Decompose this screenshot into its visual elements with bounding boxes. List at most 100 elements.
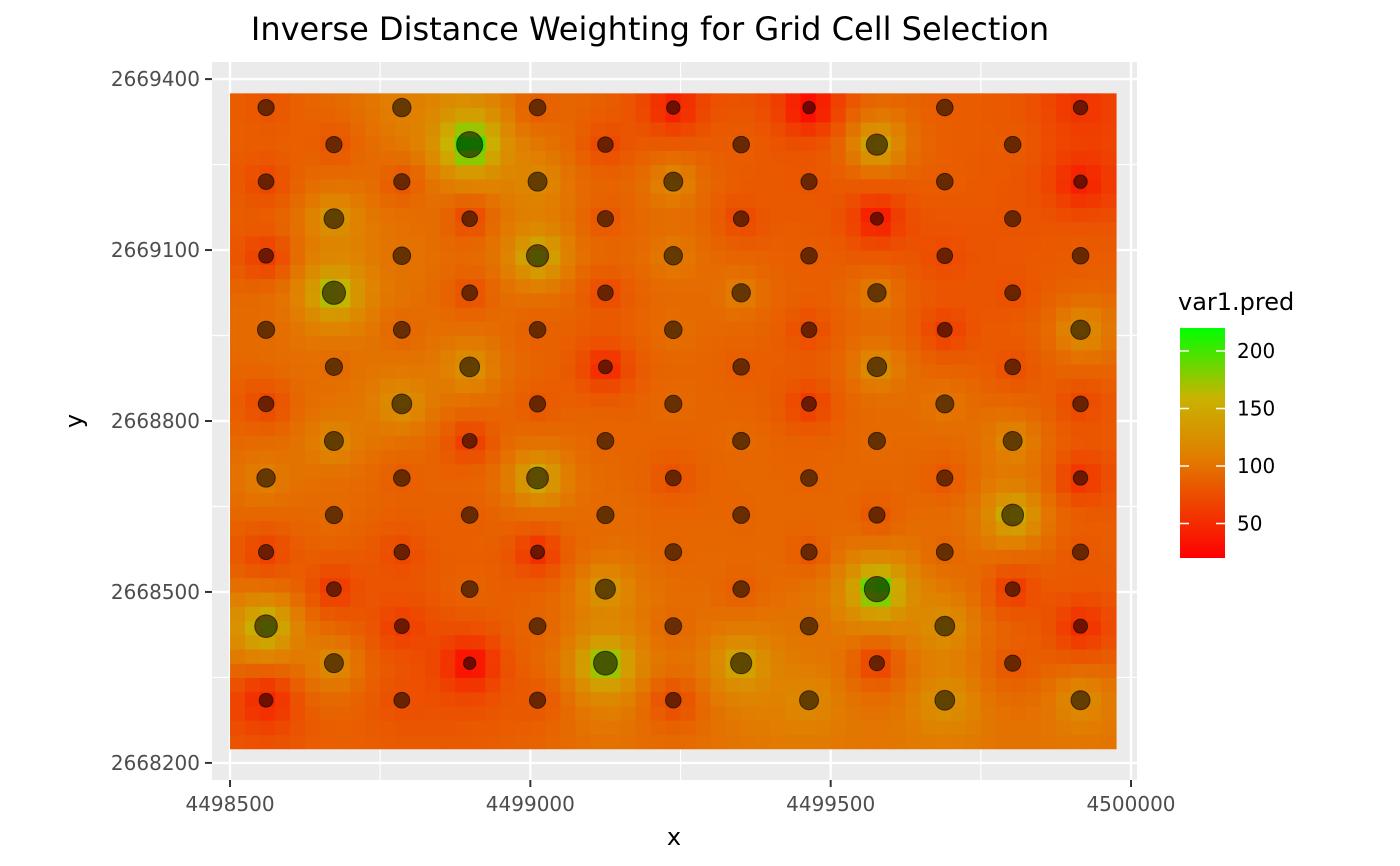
raster-cell (545, 293, 561, 308)
raster-cell (861, 692, 877, 707)
raster-cell (560, 336, 576, 351)
raster-cell (305, 136, 321, 151)
raster-cell (260, 720, 276, 735)
raster-cell (786, 264, 802, 279)
data-point (393, 321, 410, 338)
data-point (1073, 396, 1089, 412)
raster-cell (395, 720, 411, 735)
raster-cell (711, 250, 727, 265)
raster-cell (801, 364, 817, 379)
raster-cell (711, 393, 727, 408)
raster-cell (936, 592, 952, 607)
raster-cell (425, 250, 441, 265)
raster-cell (681, 435, 697, 450)
raster-cell (711, 293, 727, 308)
raster-cell (771, 279, 787, 294)
raster-cell (455, 563, 471, 578)
raster-cell (1071, 635, 1087, 650)
raster-cell (485, 108, 501, 123)
raster-cell (906, 521, 922, 536)
raster-cell (635, 706, 651, 721)
raster-cell (891, 378, 907, 393)
raster-cell (696, 264, 712, 279)
raster-cell (786, 207, 802, 222)
raster-cell (981, 336, 997, 351)
raster-cell (470, 606, 486, 621)
raster-cell (365, 706, 381, 721)
raster-cell (560, 321, 576, 336)
raster-cell (831, 336, 847, 351)
raster-cell (861, 563, 877, 578)
raster-cell (290, 364, 306, 379)
raster-cell (951, 578, 967, 593)
raster-cell (831, 592, 847, 607)
raster-cell (245, 293, 261, 308)
raster-cell (876, 734, 892, 749)
raster-cell (816, 606, 832, 621)
raster-cell (981, 563, 997, 578)
raster-cell (831, 179, 847, 194)
raster-cell (816, 122, 832, 137)
raster-cell (981, 663, 997, 678)
raster-cell (560, 563, 576, 578)
raster-cell (1086, 407, 1102, 422)
raster-cell (485, 321, 501, 336)
raster-cell (786, 407, 802, 422)
raster-cell (1086, 165, 1102, 180)
raster-cell (500, 464, 516, 479)
raster-cell (711, 464, 727, 479)
raster-cell (996, 734, 1012, 749)
raster-cell (545, 321, 561, 336)
raster-cell (756, 250, 772, 265)
raster-cell (1041, 307, 1057, 322)
raster-cell (771, 193, 787, 208)
raster-cell (605, 563, 621, 578)
raster-cell (410, 521, 426, 536)
raster-cell (500, 264, 516, 279)
raster-cell (620, 606, 636, 621)
raster-cell (545, 449, 561, 464)
raster-cell (560, 478, 576, 493)
raster-cell (350, 122, 366, 137)
raster-cell (951, 521, 967, 536)
raster-cell (665, 449, 681, 464)
raster-cell (410, 421, 426, 436)
raster-cell (1056, 706, 1072, 721)
raster-cell (951, 506, 967, 521)
raster-cell (425, 364, 441, 379)
raster-cell (906, 449, 922, 464)
raster-cell (350, 93, 366, 108)
raster-cell (350, 478, 366, 493)
raster-cell (245, 150, 261, 165)
raster-cell (786, 706, 802, 721)
raster-cell (1101, 606, 1117, 621)
raster-cell (635, 549, 651, 564)
raster-cell (816, 207, 832, 222)
raster-cell (410, 734, 426, 749)
raster-cell (681, 407, 697, 422)
raster-cell (605, 692, 621, 707)
data-point (868, 432, 885, 449)
raster-cell (620, 535, 636, 550)
raster-cell (440, 279, 456, 294)
raster-cell (350, 279, 366, 294)
raster-cell (335, 449, 351, 464)
raster-cell (696, 193, 712, 208)
raster-cell (951, 222, 967, 237)
raster-cell (245, 492, 261, 507)
raster-cell (425, 578, 441, 593)
raster-cell (470, 478, 486, 493)
raster-cell (786, 165, 802, 180)
raster-cell (696, 521, 712, 536)
raster-cell (515, 706, 531, 721)
raster-cell (545, 264, 561, 279)
raster-cell (500, 635, 516, 650)
raster-cell (365, 521, 381, 536)
raster-cell (906, 321, 922, 336)
raster-cell (575, 378, 591, 393)
raster-cell (335, 264, 351, 279)
raster-cell (665, 421, 681, 436)
raster-cell (846, 279, 862, 294)
raster-cell (801, 307, 817, 322)
raster-cell (1086, 649, 1102, 664)
